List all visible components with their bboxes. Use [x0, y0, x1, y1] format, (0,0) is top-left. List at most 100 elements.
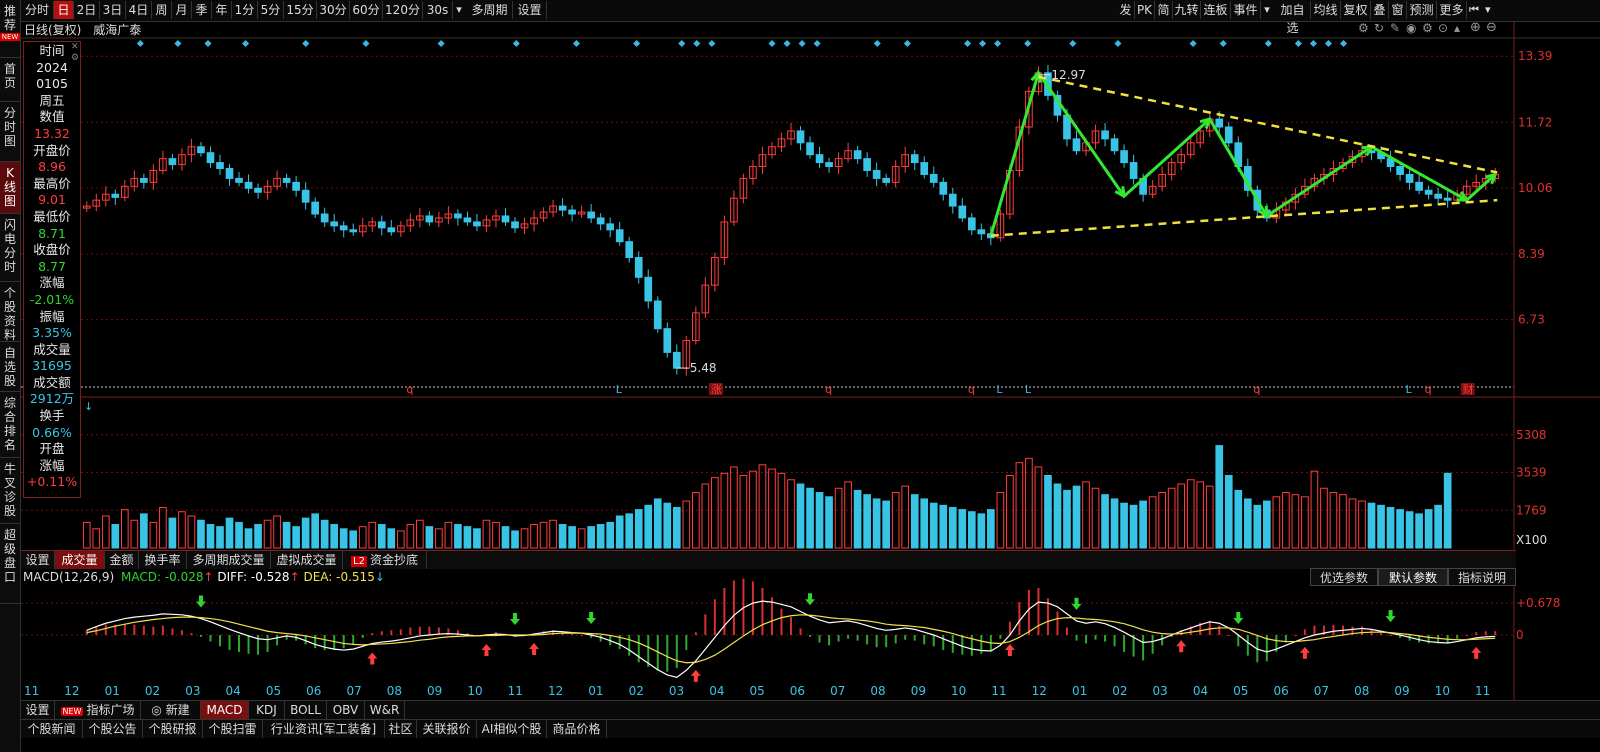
sidebar-item-1[interactable]: 首页	[0, 58, 20, 102]
indicator-tab-7[interactable]: W&R	[365, 701, 405, 719]
period-tab-8[interactable]: 年	[212, 1, 232, 19]
sidebar-item-6[interactable]: 自选股	[0, 342, 20, 392]
candlestick	[1443, 190, 1452, 208]
gear-icon[interactable]: ⚙	[1358, 21, 1369, 35]
volume-tab-6[interactable]: L2 资金抄底	[343, 551, 427, 569]
tool-tab-7[interactable]: 均线	[1311, 1, 1341, 19]
news-tab-8[interactable]: 商品价格	[547, 720, 607, 738]
sidebar-item-8[interactable]: 牛叉诊股	[0, 458, 20, 524]
tool-tab-3[interactable]: 九转	[1173, 1, 1201, 19]
volume-tab-3[interactable]: 换手率	[139, 551, 187, 569]
period-tab-1[interactable]: 日	[54, 1, 74, 19]
indicator-help-button[interactable]: 指标说明	[1448, 568, 1516, 586]
tool-tab-11[interactable]: 预测	[1407, 1, 1437, 19]
volume-tab-4[interactable]: 多周期成交量	[187, 551, 271, 569]
low-price-label: 5.48	[690, 361, 717, 375]
sidebar-item-7[interactable]: 综合排名	[0, 392, 20, 458]
news-tab-0[interactable]: 个股新闻	[21, 720, 83, 738]
candlestick	[844, 142, 852, 163]
period-tab-17[interactable]: 设置	[513, 1, 547, 19]
indicator-tab-2[interactable]: ◎ 新建	[141, 701, 201, 719]
settings-icon[interactable]: ⚙	[1422, 21, 1433, 35]
period-tab-14[interactable]: 120分	[383, 1, 423, 19]
cycle-icon[interactable]: ↻	[1374, 21, 1385, 35]
tool-tab-0[interactable]: 发	[1117, 1, 1135, 19]
preferred-params-button[interactable]: 优选参数	[1310, 568, 1378, 586]
collapse-panel-icon[interactable]: ⏮	[1469, 3, 1479, 16]
panel-settings-icon[interactable]: ⚙	[71, 53, 80, 63]
time-axis-label: 06	[1273, 684, 1288, 698]
volume-tab-1[interactable]: 成交量	[55, 551, 105, 569]
sidebar-item-5[interactable]: 个股资料	[0, 282, 20, 342]
tool-tab-4[interactable]: 连板	[1201, 1, 1231, 19]
tool-tab-5[interactable]: 事件	[1231, 1, 1261, 19]
news-tab-7[interactable]: AI相似个股	[477, 720, 547, 738]
volume-tab-2[interactable]: 金额	[105, 551, 139, 569]
sidebar-item-0[interactable]: 推荐 NEW	[0, 0, 20, 58]
sidebar-item-2[interactable]: 分时图	[0, 102, 20, 162]
chevron-down-icon[interactable]: ▾	[1485, 3, 1491, 16]
target-icon[interactable]: ⊙	[1438, 21, 1449, 35]
period-tab-2[interactable]: 2日	[74, 1, 100, 19]
volume-tab-label: 多周期成交量	[192, 553, 265, 567]
period-tab-6[interactable]: 月	[172, 1, 192, 19]
sidebar-item-4[interactable]: 闪电分时	[0, 214, 20, 282]
period-tab-4[interactable]: 4日	[126, 1, 152, 19]
tool-tab-9[interactable]: 叠	[1371, 1, 1389, 19]
period-tab-10[interactable]: 5分	[258, 1, 284, 19]
indicator-tab-0[interactable]: 设置	[21, 701, 55, 719]
tool-tab-2[interactable]: 简	[1155, 1, 1173, 19]
volume-tab-0[interactable]: 设置	[21, 551, 55, 569]
period-tab-5[interactable]: 周	[152, 1, 172, 19]
period-tab-0[interactable]: 分时	[21, 1, 54, 19]
period-tab-9[interactable]: 1分	[232, 1, 258, 19]
tool-tab-10[interactable]: 窗	[1389, 1, 1407, 19]
period-tab-16[interactable]: 多周期	[467, 1, 513, 19]
period-tab-11[interactable]: 15分	[284, 1, 317, 19]
sidebar-item-3[interactable]: K线图	[0, 162, 20, 214]
candlestick	[1177, 148, 1186, 171]
macd-histogram-bar	[723, 588, 726, 635]
eye-icon[interactable]: ◉	[1406, 21, 1417, 35]
period-tab-15[interactable]: 30s	[423, 1, 453, 19]
period-tab-3[interactable]: 3日	[100, 1, 126, 19]
tool-tab-12[interactable]: 更多	[1437, 1, 1467, 19]
chevron-down-icon[interactable]: ▾	[1264, 3, 1270, 16]
indicator-tab-4[interactable]: KDJ	[249, 701, 285, 719]
tool-tab-8[interactable]: 复权	[1341, 1, 1371, 19]
indicator-tab-3[interactable]: MACD	[201, 701, 249, 719]
info-label: 最低价	[33, 208, 71, 224]
period-tab-12[interactable]: 30分	[317, 1, 350, 19]
news-tab-5[interactable]: 社区	[385, 720, 417, 738]
sidebar-item-9[interactable]: 超级盘口	[0, 524, 20, 604]
default-params-button[interactable]: 默认参数	[1378, 568, 1448, 586]
news-tab-1[interactable]: 个股公告	[83, 720, 143, 738]
volume-tab-5[interactable]: 虚拟成交量	[271, 551, 343, 569]
news-tab-4[interactable]: 行业资讯[军工装备]	[263, 720, 385, 738]
candlestick	[863, 152, 871, 177]
panel-close-icon[interactable]: ✕	[71, 42, 79, 52]
candle-body	[1443, 197, 1452, 201]
period-tab-13[interactable]: 60分	[350, 1, 383, 19]
tool-tab-6[interactable]: 加自选	[1275, 1, 1311, 35]
indicator-tab-6[interactable]: OBV	[327, 701, 365, 719]
collapse-icon[interactable]: ▴	[1454, 21, 1461, 35]
zoom-in-icon[interactable]: ⊕	[1470, 20, 1481, 35]
indicator-tab-5[interactable]: BOLL	[285, 701, 327, 719]
period-label[interactable]: 日线(复权)	[24, 23, 82, 37]
period-tab-7[interactable]: 季	[192, 1, 212, 19]
draw-pen-icon[interactable]: ✎	[1390, 21, 1401, 35]
news-tab-3[interactable]: 个股扫雷	[203, 720, 263, 738]
news-tab-2[interactable]: 个股研报	[143, 720, 203, 738]
macd-histogram-bar	[571, 634, 574, 636]
tool-tab-1[interactable]: PK	[1135, 1, 1155, 19]
news-tab-6[interactable]: 关联报价	[417, 720, 477, 738]
zoom-out-icon[interactable]: ⊖	[1486, 20, 1497, 35]
chevron-down-icon[interactable]: ▾	[456, 3, 462, 16]
indicator-tab-1[interactable]: NEW 指标广场	[55, 701, 141, 719]
stock-name[interactable]: 威海广泰	[93, 23, 142, 37]
volume-bar	[1158, 492, 1166, 549]
candle-body	[644, 276, 653, 302]
golden-cross-arrow	[529, 643, 540, 656]
